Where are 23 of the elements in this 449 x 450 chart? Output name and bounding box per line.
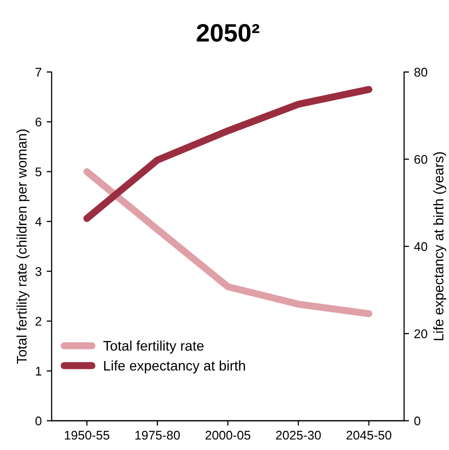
y2-tick-label: 60 <box>414 154 428 164</box>
x-tick-label: 1975-80 <box>135 430 180 440</box>
y2-tick-label: 40 <box>414 242 428 252</box>
y2-tick-label: 20 <box>414 329 428 338</box>
y-tick-label: 0 <box>35 416 42 426</box>
y-tick-label: 4 <box>35 217 42 226</box>
y-tick-label: 5 <box>35 168 42 176</box>
legend-label: Life expectancy at birth <box>104 360 245 374</box>
y2-tick-label: 0 <box>414 416 420 426</box>
y-tick-label: 3 <box>35 267 42 276</box>
y-axis-title: Total fertility rate (children per woman) <box>16 130 30 364</box>
y-tick-label: 1 <box>36 366 42 376</box>
chart-title: 2050² <box>196 24 260 42</box>
x-tick-label: 2045-50 <box>346 430 392 440</box>
y-tick-label: 7 <box>36 68 42 77</box>
y-tick-label: 2 <box>36 316 42 326</box>
x-tick-label: 2025-30 <box>276 430 321 440</box>
x-tick-label: 2000-05 <box>206 430 250 440</box>
y-tick-label: 6 <box>36 118 42 126</box>
x-tick-label: 1950-55 <box>64 430 110 440</box>
y2-axis-title: Life expectancy at birth (years) <box>433 152 446 340</box>
y2-tick-label: 80 <box>414 68 428 77</box>
legend-label: Total fertility rate <box>103 340 204 354</box>
